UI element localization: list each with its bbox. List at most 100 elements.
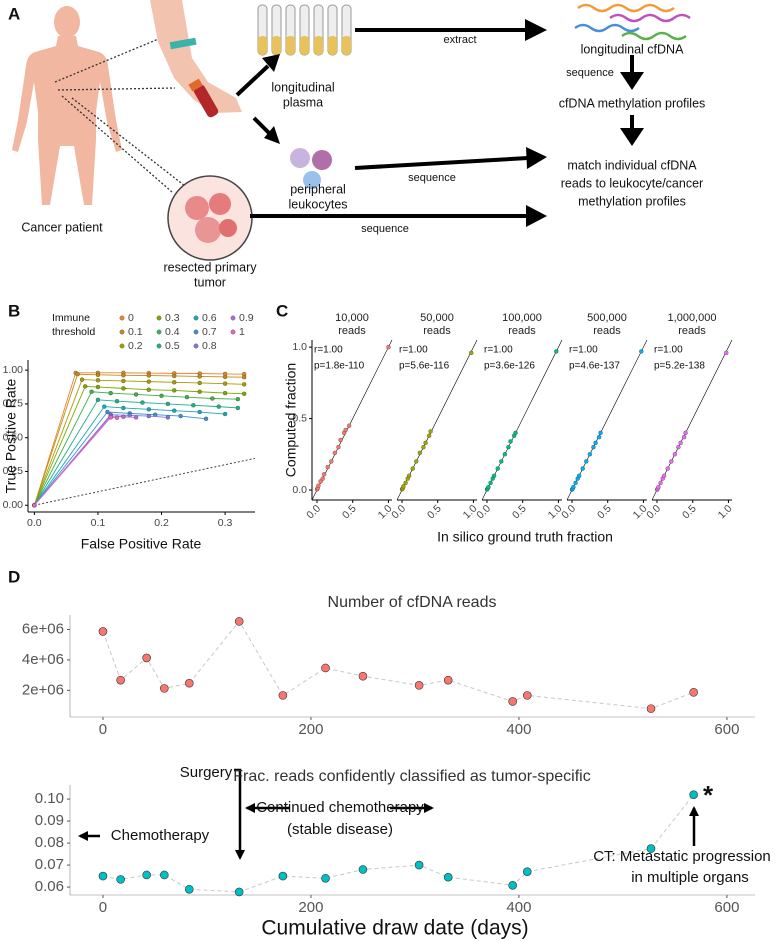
roc-point xyxy=(133,392,139,397)
facet-stat: p=3.6e-126 xyxy=(484,361,535,372)
roc-point xyxy=(83,384,88,389)
point xyxy=(346,423,352,428)
point xyxy=(584,459,589,464)
point xyxy=(491,473,497,478)
point xyxy=(646,704,656,713)
annotation: Continued chemotherapy xyxy=(256,799,424,816)
roc-point xyxy=(32,503,37,508)
point xyxy=(278,871,288,881)
point xyxy=(486,484,491,490)
point xyxy=(406,473,412,478)
roc-point xyxy=(114,415,120,420)
label: sequence xyxy=(408,172,456,184)
roc-point xyxy=(222,381,228,386)
roc-point xyxy=(210,396,215,401)
roc-line xyxy=(34,416,118,506)
facet-stat: r=1.00 xyxy=(314,345,343,356)
x-tick-label: 0.2 xyxy=(154,517,169,529)
legend-label: 0.8 xyxy=(202,340,217,352)
roc-point xyxy=(121,405,126,411)
legend-title: Immune xyxy=(52,312,90,324)
point xyxy=(386,344,391,350)
legend-swatch xyxy=(119,343,125,349)
x-tick-label: 0.0 xyxy=(27,517,42,529)
legend-swatch xyxy=(119,315,125,321)
roc-point xyxy=(108,390,113,396)
x-tick-label: 200 xyxy=(298,899,323,916)
roc-point xyxy=(172,380,177,385)
roc-point xyxy=(203,416,209,421)
roc-point xyxy=(95,372,101,378)
facet-title: reads xyxy=(423,325,451,337)
point xyxy=(576,473,582,478)
x-tick-label: 600 xyxy=(714,721,739,738)
roc-line xyxy=(33,399,238,506)
panel-label: B xyxy=(8,301,20,320)
legend-label: 0.1 xyxy=(128,326,143,338)
legend-label: 0.5 xyxy=(165,340,180,352)
roc-point xyxy=(235,405,240,411)
annotation: (stable disease) xyxy=(287,821,393,838)
label: cfDNA methylation profiles xyxy=(559,96,706,110)
facet-stat: p=5.6e-116 xyxy=(399,361,450,372)
point xyxy=(506,444,511,450)
annotation: Chemotherapy xyxy=(111,827,210,844)
legend-label: 0.6 xyxy=(202,312,217,324)
series-line xyxy=(102,620,694,710)
annotation-arrows xyxy=(78,768,699,860)
legend-label: 0.9 xyxy=(239,312,254,324)
point xyxy=(160,870,169,880)
x-tick-label: 0.3 xyxy=(218,517,233,529)
point xyxy=(443,872,453,882)
roc-point xyxy=(95,384,101,390)
label: sequence xyxy=(566,67,614,79)
point xyxy=(513,430,518,436)
x-axis-label: False Positive Rate xyxy=(81,536,202,552)
roc-point xyxy=(121,386,126,391)
point xyxy=(508,881,517,890)
legend-label: 1 xyxy=(239,326,245,338)
point xyxy=(184,678,194,688)
panel-label: C xyxy=(276,301,288,320)
point xyxy=(160,684,169,693)
roc-point xyxy=(140,400,145,405)
point xyxy=(681,434,687,440)
roc-point xyxy=(79,377,85,382)
y-tick-label: 1.00 xyxy=(3,364,24,376)
point xyxy=(571,484,576,490)
roc-point xyxy=(242,375,247,380)
legend-swatch xyxy=(193,315,199,321)
y-tick-label: 2e+06 xyxy=(22,681,64,698)
point xyxy=(598,430,603,436)
point xyxy=(336,444,341,450)
point xyxy=(278,691,288,700)
roc-point xyxy=(121,414,126,419)
x-tick-label: 0.5 xyxy=(595,502,614,521)
label: resected primary xyxy=(163,260,257,274)
point xyxy=(508,439,513,444)
point xyxy=(573,480,578,486)
y-tick-label: 1.0 xyxy=(292,341,307,353)
point xyxy=(596,434,602,440)
roc-point xyxy=(242,382,247,387)
label: tumor xyxy=(194,275,226,289)
point xyxy=(358,865,368,874)
roc-point xyxy=(191,403,196,408)
roc-line xyxy=(33,373,245,506)
facet-title: 100,000 xyxy=(502,312,542,324)
point xyxy=(591,444,596,450)
legend-label: 0.3 xyxy=(165,312,180,324)
y-tick-label: 0.07 xyxy=(35,856,64,873)
legend-swatch xyxy=(193,343,199,349)
point xyxy=(321,873,330,883)
point xyxy=(587,452,593,457)
point xyxy=(426,433,432,438)
point xyxy=(401,484,406,489)
point xyxy=(329,459,334,464)
facet-title: reads xyxy=(508,325,536,337)
roc-point xyxy=(159,393,164,398)
x-tick-label: 0.0 xyxy=(389,502,408,521)
point xyxy=(488,480,493,486)
x-tick-label: 400 xyxy=(506,721,531,738)
roc-point xyxy=(95,397,101,403)
